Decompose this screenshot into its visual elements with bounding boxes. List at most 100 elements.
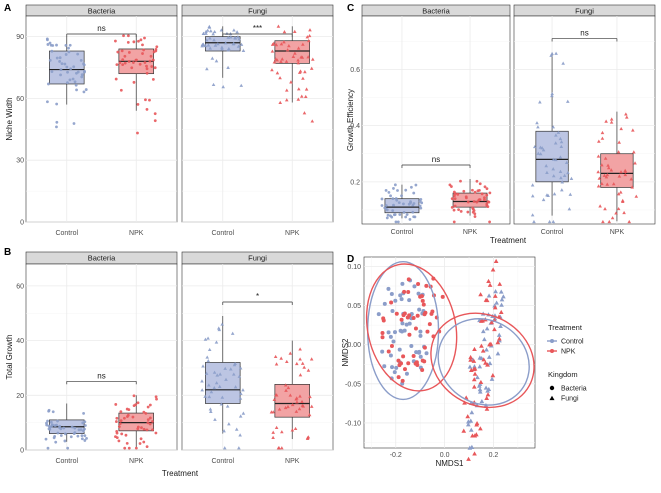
- data-point: [405, 315, 410, 320]
- data-point: [118, 422, 122, 425]
- data-point: [532, 144, 537, 149]
- data-point: [153, 112, 157, 116]
- data-point: [68, 43, 72, 47]
- data-point: [477, 364, 483, 369]
- data-point: [492, 326, 497, 332]
- data-point: [279, 59, 283, 64]
- data-point: [146, 421, 150, 425]
- data-point: [299, 94, 304, 98]
- data-point: [453, 194, 456, 198]
- data-point: [391, 197, 395, 201]
- data-point: [66, 446, 70, 450]
- data-point: [606, 163, 610, 167]
- data-point: [271, 430, 276, 434]
- data-point: [204, 29, 208, 34]
- panel-letter-B: B: [4, 247, 11, 258]
- y-tick-label: 0.00: [347, 342, 361, 349]
- data-point: [153, 66, 157, 70]
- data-point: [148, 422, 152, 426]
- data-point: [220, 322, 224, 326]
- data-point: [422, 359, 427, 364]
- data-point: [495, 351, 501, 356]
- data-point: [604, 119, 608, 123]
- data-point: [123, 446, 127, 450]
- data-point: [567, 207, 572, 211]
- y-axis-title-D: NMDS2: [341, 338, 350, 367]
- data-point: [127, 60, 131, 63]
- data-point: [68, 78, 72, 82]
- data-point: [139, 437, 143, 441]
- data-point: [200, 379, 204, 383]
- data-point: [290, 402, 295, 407]
- data-point: [117, 425, 121, 429]
- ellipse-control-fungi: [437, 318, 530, 406]
- legend-key-point: [550, 349, 554, 353]
- data-point: [83, 427, 86, 431]
- data-point: [462, 189, 466, 193]
- data-point: [610, 216, 615, 220]
- data-point: [209, 29, 213, 33]
- data-point: [418, 354, 423, 359]
- data-point: [487, 361, 493, 366]
- plot-area: [25, 263, 178, 451]
- data-point: [498, 289, 504, 294]
- data-point: [284, 88, 289, 92]
- data-point: [402, 311, 407, 316]
- x-tick-label: NPK: [285, 230, 300, 237]
- data-point: [501, 294, 506, 299]
- data-point: [551, 157, 556, 161]
- data-point: [124, 433, 128, 437]
- data-point: [76, 434, 80, 438]
- data-point: [301, 76, 305, 80]
- data-point: [541, 197, 546, 202]
- y-tick-label: 0.4: [350, 123, 360, 130]
- data-point: [465, 422, 471, 427]
- data-point: [233, 361, 237, 366]
- data-point: [568, 192, 573, 196]
- data-point: [413, 326, 418, 331]
- data-point: [153, 119, 157, 123]
- data-point: [211, 82, 216, 87]
- data-point: [398, 293, 403, 298]
- data-point: [401, 354, 406, 359]
- data-point: [119, 419, 123, 423]
- data-point: [383, 206, 387, 210]
- data-point: [306, 435, 311, 439]
- data-point: [237, 37, 242, 41]
- data-point: [235, 30, 239, 34]
- data-point: [410, 185, 413, 189]
- data-point: [307, 33, 312, 38]
- data-point: [203, 337, 208, 341]
- data-point: [481, 357, 487, 362]
- data-point: [419, 294, 424, 299]
- data-point: [477, 199, 480, 202]
- y-tick-label: 30: [16, 158, 24, 165]
- legend-label: Fungi: [561, 396, 579, 403]
- data-point: [492, 293, 498, 298]
- data-point: [492, 305, 498, 310]
- data-point: [237, 374, 242, 378]
- panel-letter-C: C: [347, 3, 354, 14]
- box-npk: [452, 192, 488, 208]
- data-point: [609, 168, 614, 172]
- data-point: [473, 215, 477, 218]
- data-point: [58, 60, 62, 63]
- plot-area: [513, 15, 656, 225]
- data-point: [230, 331, 235, 335]
- data-point: [425, 329, 430, 334]
- data-point: [286, 404, 290, 409]
- data-point: [392, 187, 395, 190]
- data-point: [452, 208, 456, 212]
- legend-key-point: [550, 339, 554, 343]
- data-point: [398, 213, 402, 216]
- data-point: [79, 428, 83, 432]
- data-point: [154, 395, 158, 399]
- data-point: [459, 210, 463, 213]
- data-point: [282, 40, 286, 44]
- facet-title: Bacteria: [88, 7, 116, 16]
- data-point: [233, 35, 237, 40]
- data-point: [283, 405, 288, 410]
- data-point: [283, 383, 288, 387]
- data-point: [276, 446, 281, 450]
